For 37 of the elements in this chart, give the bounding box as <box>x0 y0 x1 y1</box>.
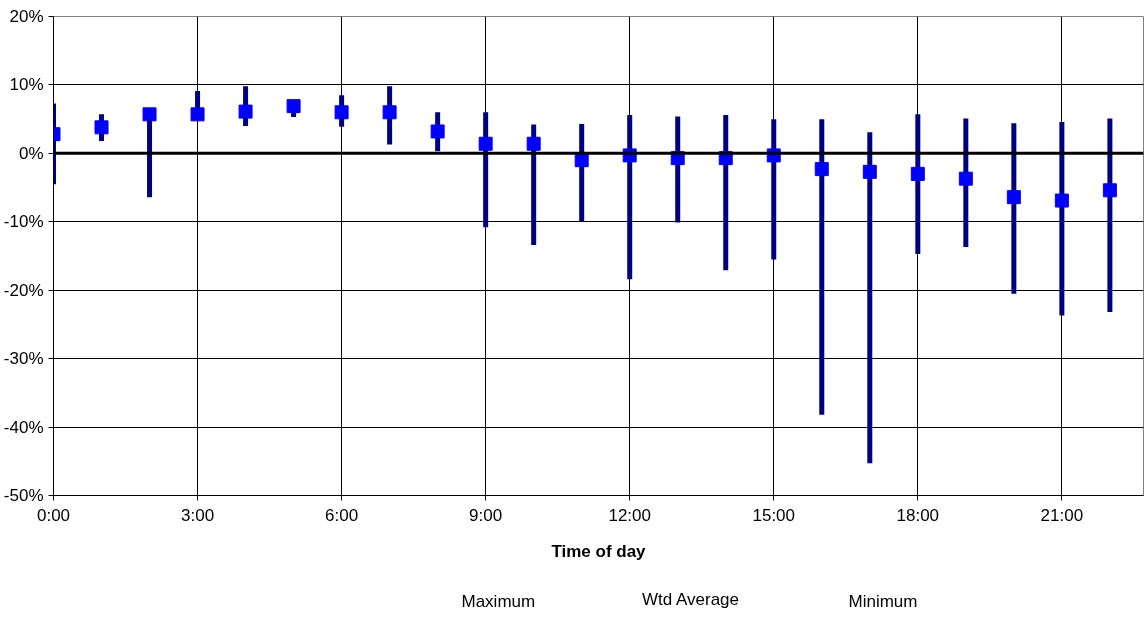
x-tick-label: 0:00 <box>36 505 71 525</box>
y-tick-label: -50% <box>3 486 44 505</box>
point <box>478 136 493 151</box>
point <box>238 104 253 119</box>
x-tick-label: 15:00 <box>752 505 796 525</box>
x-tick-label: 12:00 <box>608 505 651 525</box>
x-tick-label: 18:00 <box>896 505 940 525</box>
x-tick-label: 6:00 <box>325 505 359 525</box>
point <box>1102 183 1117 198</box>
y-tick-label: 20% <box>9 7 44 26</box>
point <box>430 124 445 139</box>
y-tick-label: -20% <box>3 280 44 300</box>
point <box>94 120 109 135</box>
text: Maximum <box>461 591 536 611</box>
point <box>910 166 925 181</box>
point <box>958 171 973 186</box>
text: Wtd Average <box>642 590 740 610</box>
point <box>190 107 205 122</box>
point <box>526 136 541 151</box>
point <box>286 99 301 114</box>
x-tick-label: 3:00 <box>181 505 215 525</box>
y-tick-label: -30% <box>3 349 44 369</box>
y-tick-label: -40% <box>3 417 44 437</box>
point <box>814 162 829 177</box>
point <box>334 105 349 120</box>
point <box>382 105 397 120</box>
x-axis-title: Time of day <box>551 541 647 561</box>
y-tick-label: -10% <box>3 212 44 232</box>
text: Minimum <box>848 591 918 611</box>
x-tick-label: 9:00 <box>469 505 503 525</box>
y-tick-label: 10% <box>9 75 44 95</box>
x-tick-label: 21:00 <box>1040 505 1084 525</box>
y-tick-label: 0% <box>18 143 44 163</box>
point <box>862 164 877 179</box>
point <box>1006 190 1021 205</box>
point <box>142 107 157 122</box>
point <box>1054 193 1069 208</box>
